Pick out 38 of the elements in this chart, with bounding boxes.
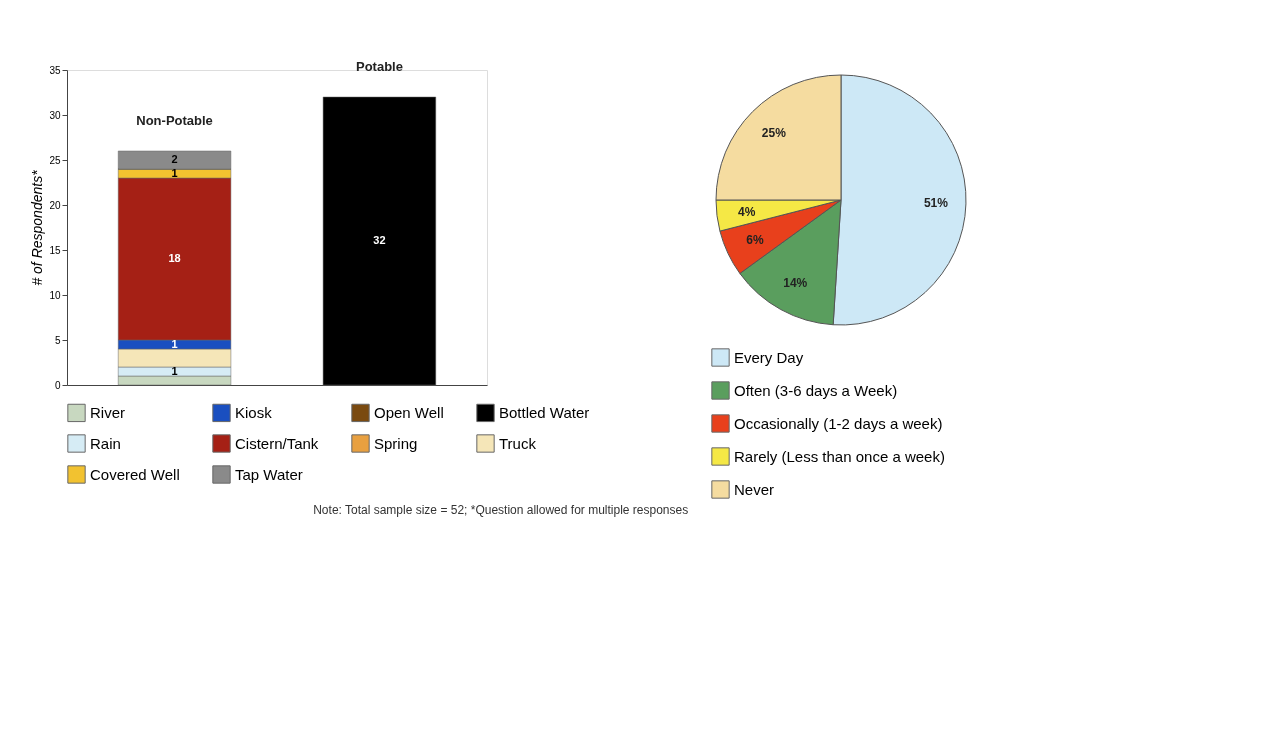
y-tick-label: 20 (49, 199, 61, 211)
legend-label: Spring (374, 434, 418, 452)
data-label: 6% (746, 233, 765, 248)
y-tick-label: 10 (49, 289, 61, 301)
x-tick-label: Non-Potable (136, 113, 213, 128)
y-tick-label: 15 (49, 244, 61, 256)
data-label: 1 (171, 337, 178, 350)
data-label: 1 (171, 166, 178, 179)
legend-label: Tap Water (235, 465, 303, 483)
legend-label: Covered Well (90, 465, 180, 483)
data-label: 18 (168, 252, 181, 264)
y-tick-label: 25 (49, 154, 61, 166)
legend-label: Every Day (734, 348, 804, 366)
legend-label: Truck (499, 434, 537, 452)
legend-label: Cistern/Tank (235, 434, 319, 452)
data-label: 4% (738, 204, 756, 219)
legend-label: River (90, 403, 126, 421)
text: Note: Total sample size = 52; *Question allowed for multiple responses (313, 503, 689, 517)
data-label: 32 (373, 234, 386, 246)
legend-label: Rain (90, 434, 121, 452)
y-axis-title: # of Respondents* (29, 169, 46, 286)
data-label: 14% (783, 276, 808, 291)
legend-label: Kiosk (235, 403, 273, 421)
data-label: 51% (923, 195, 949, 210)
legend-label: Open Well (374, 403, 444, 421)
legend-label: Often (3-6 days a Week) (734, 381, 898, 399)
data-label: 2 (171, 153, 178, 165)
y-tick-label: 35 (49, 64, 61, 76)
legend-label: Occasionally (1-2 days a week) (734, 414, 943, 432)
data-label: 1 (171, 364, 178, 377)
legend-label: Bottled Water (499, 403, 590, 421)
data-label: 25% (761, 125, 787, 140)
legend-label: Never (734, 480, 775, 498)
x-tick-label: Potable (355, 59, 403, 74)
y-tick-label: 0 (54, 379, 61, 391)
y-tick-label: 5 (54, 334, 61, 346)
y-tick-label: 30 (49, 109, 61, 121)
legend-label: Rarely (Less than once a week) (734, 447, 945, 465)
